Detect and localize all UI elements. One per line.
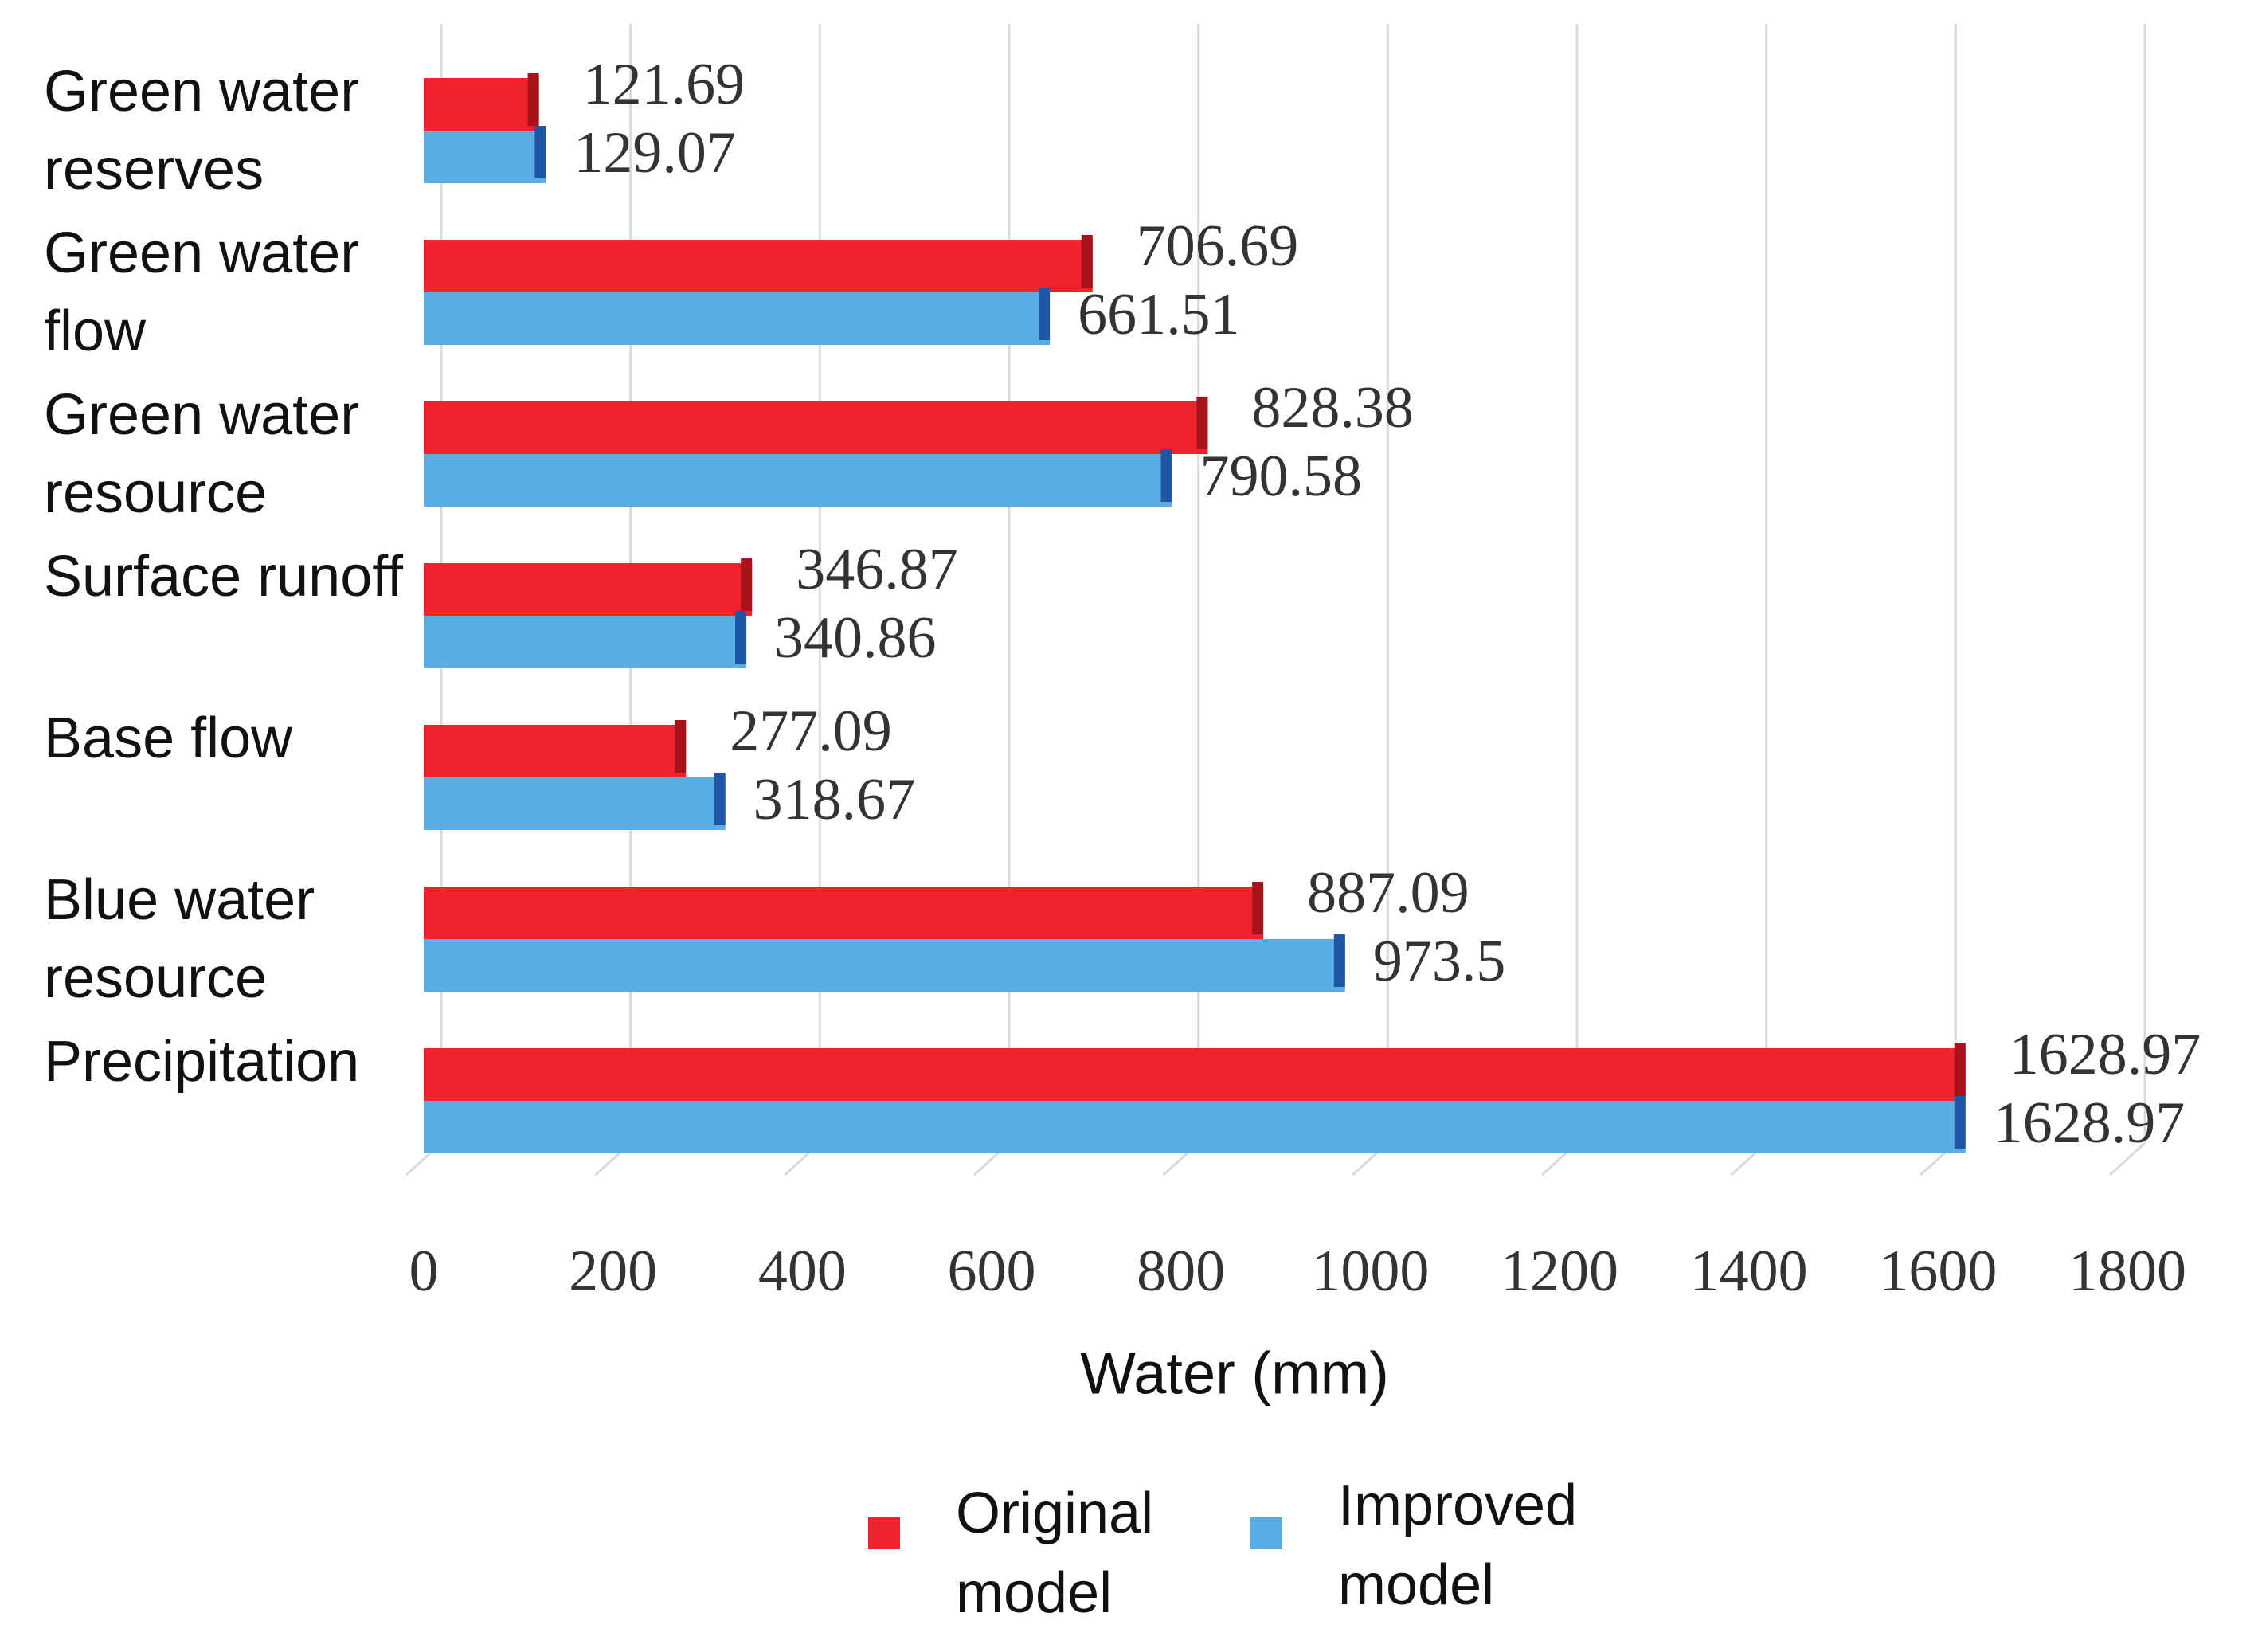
- x-tick-label: 1400: [1690, 1239, 1808, 1304]
- bar: [424, 131, 546, 183]
- bar-edge: [714, 773, 726, 825]
- value-label: 973.5: [1373, 929, 1506, 994]
- x-tick-label: 200: [569, 1239, 657, 1304]
- x-axis-title: Water (mm): [1080, 1341, 1389, 1407]
- category-label: Blue water resource: [44, 868, 315, 1010]
- bar: [424, 240, 1093, 292]
- legend-swatch: [868, 1517, 900, 1549]
- value-label: 661.51: [1078, 282, 1240, 347]
- bar: [424, 725, 687, 777]
- x-tick-label: 1800: [2068, 1239, 2186, 1304]
- x-tick-label: 0: [409, 1239, 439, 1304]
- bar: [424, 1048, 1966, 1101]
- category-label: Green water resource: [44, 383, 360, 525]
- bar-edge: [1160, 449, 1172, 502]
- bar-edge: [1333, 934, 1345, 987]
- bar-edge: [1081, 235, 1093, 288]
- bar: [424, 939, 1345, 992]
- grid-foot: [2108, 1141, 2146, 1176]
- bar: [424, 78, 539, 131]
- x-tick-label: 400: [758, 1239, 847, 1304]
- category-label: Green water flow: [44, 221, 360, 363]
- bar: [424, 292, 1051, 345]
- value-label: 828.38: [1251, 375, 1414, 440]
- x-tick-label: 600: [948, 1239, 1036, 1304]
- value-label: 1628.97: [1994, 1090, 2186, 1156]
- bar-edge: [675, 720, 687, 773]
- bar: [424, 563, 753, 616]
- bar-edge: [534, 126, 546, 178]
- bar-edge: [1196, 397, 1208, 449]
- bar-edge: [1954, 1096, 1966, 1149]
- x-tick-label: 800: [1137, 1239, 1225, 1304]
- bar-edge: [1954, 1043, 1966, 1096]
- bar-edge: [1039, 288, 1051, 340]
- value-label: 340.86: [774, 605, 937, 671]
- bar: [424, 616, 747, 668]
- legend-label: Improved model: [1338, 1474, 1578, 1617]
- x-tick-label: 1600: [1879, 1239, 1997, 1304]
- category-label: Green water reserves: [44, 60, 360, 202]
- bar: [424, 401, 1208, 454]
- value-label: 318.67: [753, 767, 916, 832]
- bar: [424, 777, 726, 830]
- bar: [424, 1101, 1966, 1153]
- category-label: Precipitation: [44, 1030, 360, 1094]
- category-label: Base flow: [44, 707, 293, 770]
- bar: [424, 887, 1264, 939]
- bar-edge: [1252, 882, 1264, 934]
- value-label: 790.58: [1199, 444, 1362, 509]
- value-label: 706.69: [1137, 213, 1299, 279]
- value-label: 887.09: [1307, 860, 1469, 926]
- legend-label: Original model: [956, 1482, 1154, 1625]
- x-tick-label: 1000: [1311, 1239, 1429, 1304]
- bar-edge: [527, 73, 539, 126]
- value-label: 277.09: [730, 699, 892, 764]
- legend-swatch: [1250, 1517, 1282, 1549]
- bar-edge: [735, 611, 747, 664]
- value-label: 1628.97: [2010, 1022, 2201, 1087]
- x-tick-label: 1200: [1501, 1239, 1618, 1304]
- value-label: 121.69: [583, 52, 745, 117]
- category-label: Surface runoff: [44, 545, 403, 609]
- bar-edge: [741, 558, 753, 611]
- value-label: 346.87: [796, 537, 958, 602]
- bar: [424, 454, 1172, 507]
- value-label: 129.07: [573, 120, 736, 186]
